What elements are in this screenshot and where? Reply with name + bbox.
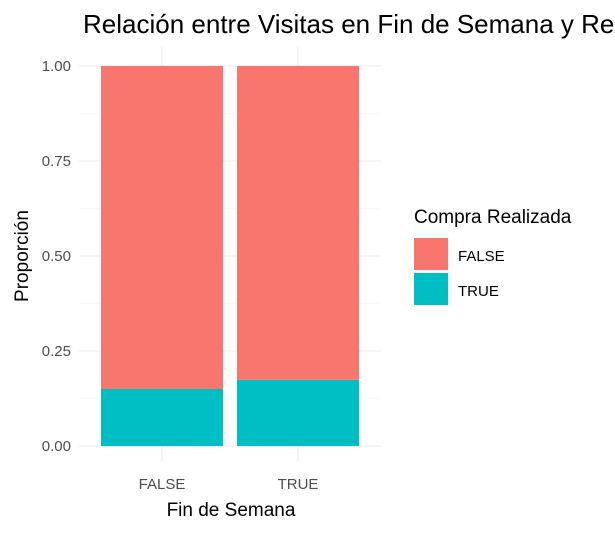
y-tick-label: 0.25 [42, 343, 71, 360]
bar-segment-true-true [237, 379, 359, 446]
y-tick-label: 0.75 [42, 153, 71, 170]
y-tick-label: 1.00 [42, 58, 71, 75]
x-axis-ticks: FALSE TRUE [139, 476, 319, 493]
y-axis-title: Proporción [12, 210, 33, 302]
legend-title: Compra Realizada [414, 207, 572, 228]
bar-segment-true-false [237, 66, 359, 380]
bars-group [101, 66, 359, 446]
legend-key-false [414, 238, 448, 270]
bar-segment-false-false [101, 66, 223, 389]
y-tick-label: 0.50 [42, 248, 71, 265]
x-tick-label: TRUE [278, 476, 319, 493]
bar-segment-false-true [101, 389, 223, 446]
chart-title: Relación entre Visitas en Fin de Semana … [83, 9, 615, 39]
y-tick-label: 0.00 [42, 438, 71, 455]
y-axis-ticks: 0.00 0.25 0.50 0.75 1.00 [42, 58, 71, 455]
x-tick-label: FALSE [139, 476, 186, 493]
legend-label-true: TRUE [458, 283, 499, 300]
legend: Compra Realizada FALSE TRUE [414, 207, 572, 305]
legend-label-false: FALSE [458, 248, 505, 265]
x-axis-title: Fin de Semana [167, 500, 296, 521]
legend-key-true [414, 273, 448, 305]
